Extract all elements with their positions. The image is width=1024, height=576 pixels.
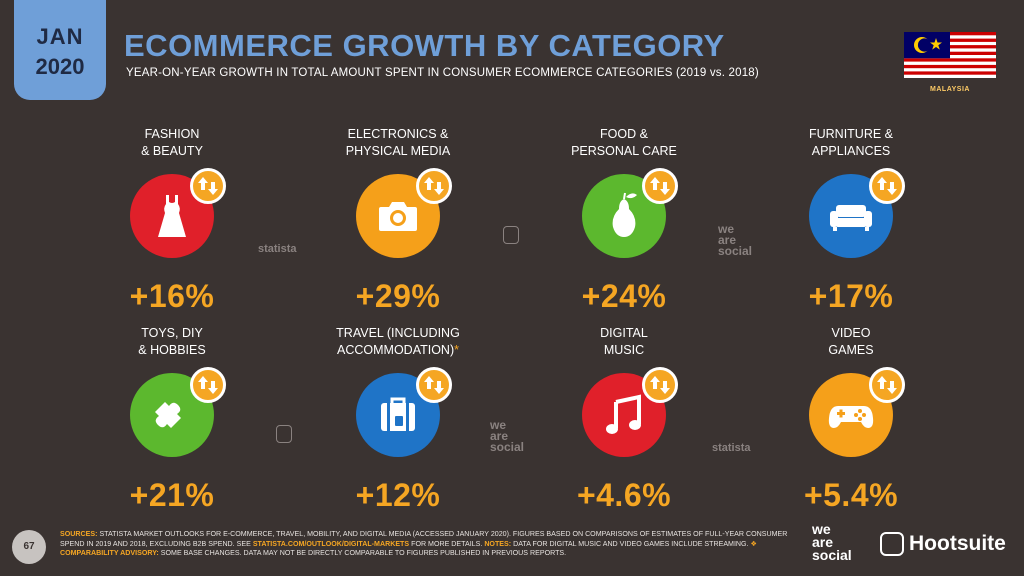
category-label: VIDEO GAMES — [828, 326, 874, 357]
category-label: ELECTRONICS & PHYSICAL MEDIA — [345, 127, 451, 158]
growth-arrows-icon — [642, 168, 678, 204]
category-growth-value: +21% — [129, 477, 215, 513]
category-label: TOYS, DIY & HOBBIES — [138, 326, 206, 357]
category-furniture-appliances: FURNITURE & APPLIANCES +17% — [751, 126, 951, 315]
growth-arrows-icon — [869, 168, 905, 204]
category-electronics-physical-media: ELECTRONICS & PHYSICAL MEDIA +29% — [298, 126, 498, 315]
statista-watermark: statista — [258, 243, 297, 255]
category-travel-accommodation: TRAVEL (INCLUDING ACCOMMODATION)* +12% — [298, 325, 498, 514]
music-note-icon — [606, 394, 641, 434]
dress-icon — [158, 195, 186, 237]
category-fashion-beauty: FASHION & BEAUTY +16% — [72, 126, 272, 315]
category-growth-value: +24% — [581, 278, 667, 314]
growth-arrows-icon — [416, 168, 452, 204]
page-title: ECOMMERCE GROWTH BY CATEGORY — [124, 28, 725, 63]
category-icon-circle — [356, 367, 452, 457]
growth-arrows-icon — [642, 367, 678, 403]
we-are-social-watermark: we are social — [490, 418, 525, 454]
hootsuite-logo-text: Hootsuite — [909, 532, 1006, 555]
category-label: FURNITURE & APPLIANCES — [808, 127, 894, 158]
page-subtitle: YEAR-ON-YEAR GROWTH IN TOTAL AMOUNT SPEN… — [126, 67, 759, 79]
growth-arrows-icon — [190, 168, 226, 204]
pear-icon — [612, 192, 637, 237]
category-digital-music: DIGITAL MUSIC +4.6% — [524, 325, 724, 514]
hootsuite-watermark-icon — [503, 226, 519, 244]
puzzle-icon — [155, 402, 181, 428]
category-growth-value: +16% — [129, 278, 215, 314]
category-label: TRAVEL (INCLUDING ACCOMMODATION)* — [336, 326, 460, 357]
suitcase-icon — [381, 397, 415, 431]
malaysia-flag-icon — [904, 32, 996, 78]
category-toys-diy-hobbies: TOYS, DIY & HOBBIES +21% — [72, 325, 272, 514]
category-growth-value: +29% — [355, 278, 441, 314]
we-are-social-logo: we are social — [812, 521, 852, 563]
hootsuite-watermark-icon — [276, 425, 292, 443]
gamepad-icon — [828, 406, 874, 428]
category-growth-value: +17% — [808, 278, 894, 314]
date-year: 2020 — [35, 54, 85, 79]
category-icon-circle — [809, 168, 905, 258]
date-badge: JAN 2020 — [14, 0, 106, 100]
category-label: FOOD & PERSONAL CARE — [571, 127, 677, 158]
camera-icon — [379, 202, 417, 231]
category-icon-circle — [356, 168, 452, 258]
category-icon-circle — [130, 367, 226, 457]
advisory-asterisk: * — [454, 343, 459, 357]
category-icon-circle — [582, 367, 678, 457]
hootsuite-logo: Hootsuite — [880, 530, 1020, 560]
category-video-games: VIDEO GAMES +5.4% — [751, 325, 951, 514]
date-month: JAN — [36, 24, 84, 49]
growth-arrows-icon — [190, 367, 226, 403]
statista-outlook-link[interactable]: STATISTA.COM/OUTLOOK/DIGITAL-MARKETS — [252, 539, 410, 548]
category-icon-circle — [582, 168, 678, 258]
sofa-icon — [830, 205, 872, 231]
statista-watermark: statista — [712, 442, 751, 454]
page-number: 67 — [12, 530, 46, 564]
category-label: FASHION & BEAUTY — [141, 127, 203, 158]
category-icon-circle — [809, 367, 905, 457]
category-growth-value: +12% — [355, 477, 441, 513]
category-growth-value: +4.6% — [576, 477, 672, 513]
growth-arrows-icon — [869, 367, 905, 403]
country-label: MALAYSIA — [930, 86, 970, 93]
category-label: DIGITAL MUSIC — [600, 326, 648, 357]
growth-arrows-icon — [416, 367, 452, 403]
category-icon-circle — [130, 168, 226, 258]
category-growth-value: +5.4% — [803, 477, 899, 513]
we-are-social-watermark: we are social — [718, 222, 753, 258]
hootsuite-owl-icon — [880, 532, 904, 556]
sources-note: SOURCES: STATISTA MARKET OUTLOOKS FOR E-… — [60, 530, 788, 558]
category-food-personal-care: FOOD & PERSONAL CARE +24% — [524, 126, 724, 315]
